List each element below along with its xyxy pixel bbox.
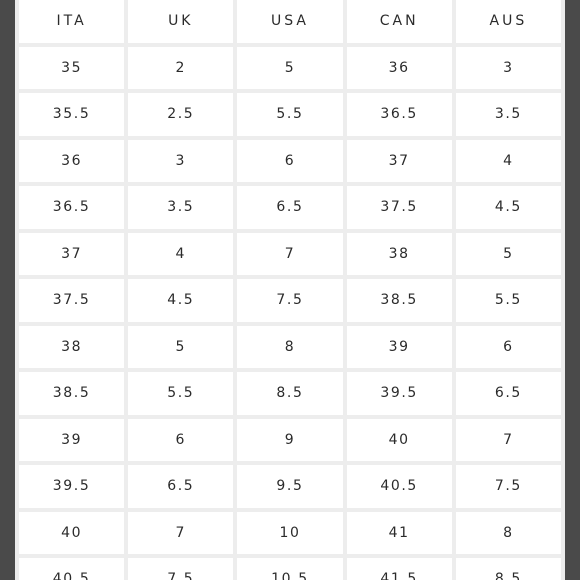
cell-ita: 37 bbox=[19, 232, 125, 275]
cell-usa: 10 bbox=[237, 511, 343, 554]
header-ita: ITA bbox=[19, 0, 125, 43]
table-row: 38.5 5.5 8.5 39.5 6.5 bbox=[19, 372, 561, 415]
cell-can: 38.5 bbox=[346, 279, 452, 322]
cell-uk: 2.5 bbox=[128, 93, 234, 136]
cell-uk: 3 bbox=[128, 139, 234, 182]
cell-usa: 9.5 bbox=[237, 465, 343, 508]
table-row: 35.5 2.5 5.5 36.5 3.5 bbox=[19, 93, 561, 136]
cell-ita: 36.5 bbox=[19, 186, 125, 229]
table-row: 37 4 7 38 5 bbox=[19, 232, 561, 275]
cell-ita: 39.5 bbox=[19, 465, 125, 508]
cell-usa: 5.5 bbox=[237, 93, 343, 136]
table-row: 35 2 5 36 3 bbox=[19, 46, 561, 89]
table-row: 39 6 9 40 7 bbox=[19, 418, 561, 461]
table-row: 38 5 8 39 6 bbox=[19, 325, 561, 368]
cell-uk: 5.5 bbox=[128, 372, 234, 415]
cell-aus: 7.5 bbox=[455, 465, 561, 508]
size-chart-sheet: ITA UK USA CAN AUS 35 2 5 36 3 35.5 2.5 5.5 36.5… bbox=[15, 0, 565, 580]
table-row: 40.5 7.5 10.5 41.5 8.5 bbox=[19, 558, 561, 580]
table-row: 36 3 6 37 4 bbox=[19, 139, 561, 182]
cell-uk: 4.5 bbox=[128, 279, 234, 322]
cell-aus: 8.5 bbox=[455, 558, 561, 580]
cell-can: 39.5 bbox=[346, 372, 452, 415]
cell-aus: 7 bbox=[455, 418, 561, 461]
table-body: 35 2 5 36 3 35.5 2.5 5.5 36.5 3.5 36 3 6 37 4 36.5 3.5 6.… bbox=[19, 46, 561, 580]
cell-usa: 6 bbox=[237, 139, 343, 182]
cell-usa: 7.5 bbox=[237, 279, 343, 322]
cell-can: 40 bbox=[346, 418, 452, 461]
cell-usa: 8.5 bbox=[237, 372, 343, 415]
cell-can: 36 bbox=[346, 46, 452, 89]
cell-ita: 38.5 bbox=[19, 372, 125, 415]
cell-uk: 6.5 bbox=[128, 465, 234, 508]
cell-usa: 7 bbox=[237, 232, 343, 275]
cell-ita: 35.5 bbox=[19, 93, 125, 136]
header-usa: USA bbox=[237, 0, 343, 43]
cell-uk: 2 bbox=[128, 46, 234, 89]
header-uk: UK bbox=[128, 0, 234, 43]
cell-can: 37.5 bbox=[346, 186, 452, 229]
table-row: 39.5 6.5 9.5 40.5 7.5 bbox=[19, 465, 561, 508]
cell-can: 39 bbox=[346, 325, 452, 368]
cell-can: 41.5 bbox=[346, 558, 452, 580]
cell-uk: 5 bbox=[128, 325, 234, 368]
cell-can: 40.5 bbox=[346, 465, 452, 508]
cell-usa: 6.5 bbox=[237, 186, 343, 229]
cell-can: 38 bbox=[346, 232, 452, 275]
cell-uk: 7.5 bbox=[128, 558, 234, 580]
table-header-row: ITA UK USA CAN AUS bbox=[19, 0, 561, 43]
table-row: 37.5 4.5 7.5 38.5 5.5 bbox=[19, 279, 561, 322]
header-can: CAN bbox=[346, 0, 452, 43]
cell-aus: 4.5 bbox=[455, 186, 561, 229]
cell-usa: 8 bbox=[237, 325, 343, 368]
cell-aus: 5.5 bbox=[455, 279, 561, 322]
cell-can: 36.5 bbox=[346, 93, 452, 136]
cell-aus: 4 bbox=[455, 139, 561, 182]
cell-ita: 37.5 bbox=[19, 279, 125, 322]
size-conversion-table: ITA UK USA CAN AUS 35 2 5 36 3 35.5 2.5 5.5 36.5… bbox=[15, 0, 565, 580]
cell-can: 37 bbox=[346, 139, 452, 182]
cell-aus: 8 bbox=[455, 511, 561, 554]
cell-aus: 6 bbox=[455, 325, 561, 368]
cell-uk: 4 bbox=[128, 232, 234, 275]
cell-usa: 10.5 bbox=[237, 558, 343, 580]
cell-aus: 3 bbox=[455, 46, 561, 89]
cell-uk: 7 bbox=[128, 511, 234, 554]
cell-ita: 40.5 bbox=[19, 558, 125, 580]
cell-aus: 3.5 bbox=[455, 93, 561, 136]
cell-ita: 38 bbox=[19, 325, 125, 368]
header-aus: AUS bbox=[455, 0, 561, 43]
cell-uk: 6 bbox=[128, 418, 234, 461]
cell-can: 41 bbox=[346, 511, 452, 554]
cell-ita: 36 bbox=[19, 139, 125, 182]
cell-usa: 5 bbox=[237, 46, 343, 89]
cell-aus: 5 bbox=[455, 232, 561, 275]
table-row: 40 7 10 41 8 bbox=[19, 511, 561, 554]
cell-aus: 6.5 bbox=[455, 372, 561, 415]
table-row: 36.5 3.5 6.5 37.5 4.5 bbox=[19, 186, 561, 229]
cell-uk: 3.5 bbox=[128, 186, 234, 229]
cell-usa: 9 bbox=[237, 418, 343, 461]
cell-ita: 40 bbox=[19, 511, 125, 554]
cell-ita: 39 bbox=[19, 418, 125, 461]
cell-ita: 35 bbox=[19, 46, 125, 89]
